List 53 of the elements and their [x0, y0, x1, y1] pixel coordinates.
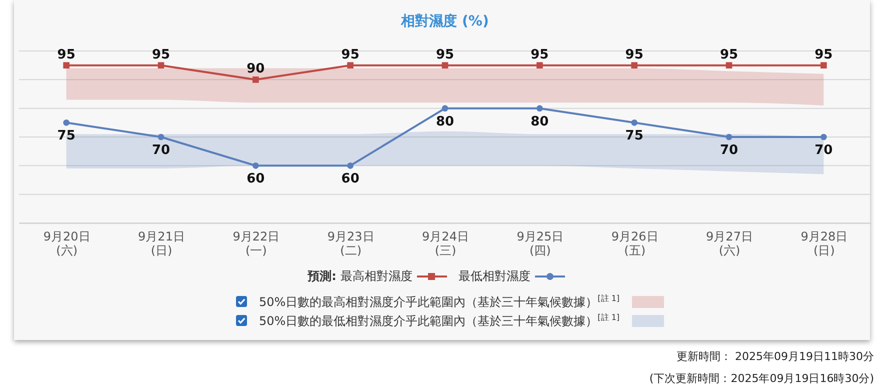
text: 50%日數的最低相對濕度介乎此範圍內（基於三十年氣候數據）$^{[註 1]}$	[259, 312, 620, 330]
point	[726, 134, 732, 140]
data-label: 70	[152, 143, 170, 158]
x-tick-label: 9月21日 (日)	[138, 230, 185, 258]
text: 50%日數的最高相對濕度介乎此範圍內（基於三十年氣候數據）$^{[註 1]}$	[259, 292, 620, 310]
data-label: 75	[57, 128, 76, 144]
data-label: 95	[814, 47, 833, 62]
text: (下次更新時間：2025年09月19日16時30分)	[649, 371, 874, 387]
text: 更新時間： 2025年09月19日11時30分	[676, 349, 874, 365]
point	[158, 134, 164, 140]
point	[347, 62, 354, 68]
point	[347, 162, 354, 169]
point	[726, 62, 732, 68]
data-label: 70	[814, 143, 833, 158]
chart-title: 相對濕度 (%)	[400, 12, 489, 30]
data-label: 95	[436, 47, 454, 62]
point	[631, 62, 638, 68]
point	[252, 162, 259, 169]
point	[63, 120, 70, 126]
point	[631, 120, 638, 126]
x-tick-label: 9月25日 (四)	[516, 230, 564, 258]
x-tick-label: 9月20日 (六)	[43, 230, 90, 258]
legend-title: 預測:	[308, 268, 336, 284]
point	[820, 62, 827, 68]
point	[158, 62, 164, 68]
data-label: 70	[720, 143, 738, 158]
data-label: 60	[246, 172, 265, 187]
point	[820, 134, 827, 140]
x-tick-label: 9月24日 (三)	[422, 230, 469, 258]
legend-label: 最低相對濕度	[458, 268, 530, 284]
data-label: 95	[625, 47, 644, 62]
data-label: 90	[246, 62, 265, 77]
point	[536, 62, 543, 68]
data-label: 80	[436, 114, 454, 130]
data-label: 80	[530, 114, 549, 130]
point	[442, 105, 448, 112]
x-tick-label: 9月26日 (五)	[611, 230, 658, 258]
data-label: 95	[720, 47, 738, 62]
x-tick-label: 9月27日 (六)	[706, 230, 753, 258]
x-tick-label: 9月22日 (一)	[232, 230, 280, 258]
x-tick-label: 9月28日 (日)	[800, 230, 848, 258]
point	[536, 105, 543, 112]
data-label: 95	[341, 47, 360, 62]
data-label: 75	[625, 128, 644, 144]
data-label: 95	[530, 47, 549, 62]
data-label: 60	[341, 172, 360, 187]
point	[442, 62, 448, 68]
data-label: 95	[152, 47, 170, 62]
x-tick-label: 9月23日 (二)	[327, 230, 374, 258]
legend-label: 最高相對濕度	[340, 268, 412, 284]
point	[252, 76, 259, 83]
data-label: 95	[57, 47, 76, 62]
point	[63, 62, 70, 68]
